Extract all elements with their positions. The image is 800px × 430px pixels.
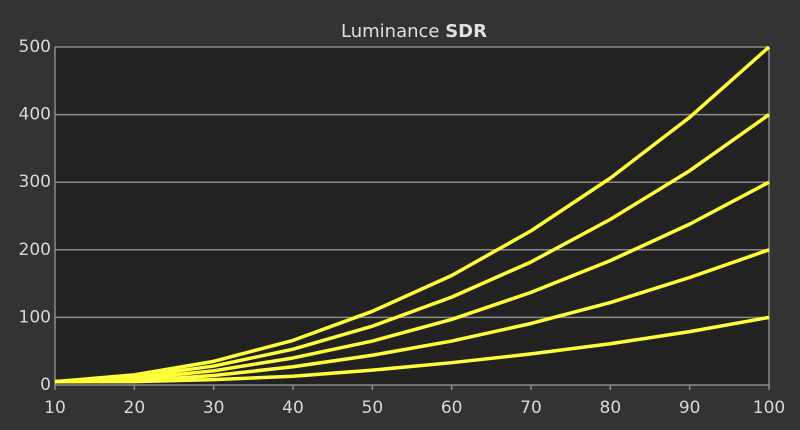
x-tick-label: 40 [282, 398, 304, 418]
x-tick-label: 60 [441, 398, 463, 418]
x-tick-label: 90 [679, 398, 701, 418]
y-tick-label: 500 [19, 37, 51, 57]
line-series [54, 180, 770, 384]
x-tick-label: 30 [203, 398, 225, 418]
chart-title: Luminance SDR [341, 21, 487, 42]
line-series [54, 45, 771, 384]
y-tick-label: 400 [19, 105, 51, 125]
y-tick-label: 100 [19, 307, 51, 327]
x-tick-label: 100 [753, 398, 785, 418]
title-bold: SDR [445, 21, 487, 42]
y-tick-label: 300 [19, 172, 51, 192]
x-tick-label: 50 [362, 398, 384, 418]
title-text: Luminance [341, 21, 439, 42]
x-tick-label: 10 [44, 398, 66, 418]
x-tick-label: 80 [600, 398, 622, 418]
line-series [54, 113, 771, 384]
x-tick-label: 20 [124, 398, 146, 418]
y-tick-label: 200 [19, 240, 51, 260]
line-series [55, 315, 770, 384]
line-series [54, 248, 770, 384]
y-tick-label: 0 [40, 375, 51, 395]
x-tick-label: 70 [520, 398, 542, 418]
